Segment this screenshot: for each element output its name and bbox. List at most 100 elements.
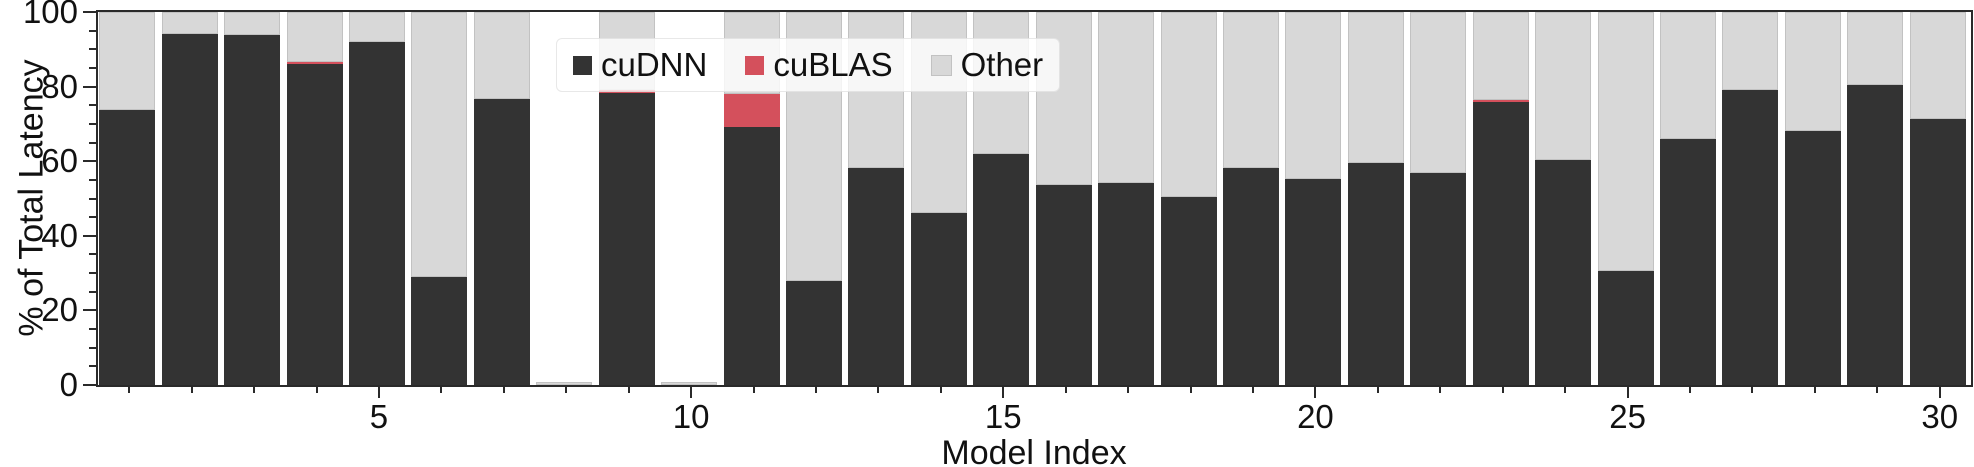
- legend-label: cuDNN: [601, 46, 708, 83]
- x-major-tick-15: [1002, 385, 1005, 398]
- y-major-tick-60: [83, 160, 96, 163]
- x-axis-title: Model Index: [941, 434, 1127, 467]
- y-tick-label-40: 40: [41, 216, 78, 254]
- y-tick-label-20: 20: [41, 291, 78, 329]
- y-minor-tick-5: [89, 365, 96, 368]
- bar-model-1: [99, 12, 156, 385]
- bar-segment-other: [1410, 12, 1467, 173]
- bar-segment-other: [1347, 12, 1404, 163]
- bar-segment-cudnn: [1160, 197, 1217, 385]
- x-minor-tick-21: [1376, 385, 1379, 393]
- bar-segment-cudnn: [973, 153, 1030, 385]
- x-minor-tick-16: [1064, 385, 1067, 393]
- bar-segment-cudnn: [1535, 160, 1592, 385]
- y-minor-tick-45: [89, 216, 96, 219]
- bar-segment-cudnn: [910, 213, 967, 385]
- bar-segment-other: [536, 382, 593, 385]
- bar-segment-cudnn: [1722, 90, 1779, 385]
- x-major-tick-5: [377, 385, 380, 398]
- bar-segment-other: [1847, 12, 1904, 85]
- bar-segment-cudnn: [1410, 172, 1467, 385]
- x-minor-tick-12: [814, 385, 817, 393]
- bar-segment-cudnn: [1035, 184, 1092, 385]
- y-minor-tick-25: [89, 290, 96, 293]
- bar-segment-other: [286, 12, 343, 62]
- y-tick-label-100: 100: [22, 0, 78, 30]
- bar-segment-cudnn: [598, 93, 655, 385]
- legend-label: cuBLAS: [773, 46, 893, 83]
- x-tick-label-30: 30: [1921, 398, 1959, 435]
- bar-segment-cudnn: [1909, 118, 1966, 385]
- bar-model-10: [661, 12, 718, 385]
- bar-segment-cudnn: [848, 167, 905, 385]
- bar-model-4: [286, 12, 343, 385]
- bar-model-24: [1535, 12, 1592, 385]
- x-tick-label-10: 10: [672, 398, 710, 435]
- y-major-tick-100: [83, 11, 96, 13]
- y-minor-tick-35: [89, 253, 96, 256]
- x-minor-tick-19: [1252, 385, 1255, 393]
- y-minor-tick-10: [89, 346, 96, 349]
- legend-entry-other: Other: [930, 47, 1043, 83]
- x-minor-tick-26: [1689, 385, 1692, 393]
- bar-segment-other: [1535, 12, 1592, 161]
- bar-segment-other: [348, 12, 405, 42]
- bar-segment-cublas: [723, 94, 780, 127]
- y-tick-label-0: 0: [59, 366, 78, 403]
- plot-area: [96, 10, 1973, 387]
- x-minor-tick-17: [1127, 385, 1130, 393]
- bar-segment-other: [1722, 12, 1779, 91]
- bar-segment-other: [1223, 12, 1280, 168]
- bar-segment-cublas: [286, 61, 343, 65]
- x-minor-tick-8: [565, 385, 568, 393]
- bar-model-25: [1597, 12, 1654, 385]
- x-minor-tick-28: [1813, 385, 1816, 393]
- x-minor-tick-13: [877, 385, 880, 393]
- y-major-tick-0: [83, 384, 96, 386]
- bar-segment-other: [1909, 12, 1966, 119]
- bar-segment-cudnn: [99, 110, 156, 385]
- legend-swatch-cublas-icon: [745, 55, 765, 75]
- x-minor-tick-1: [128, 385, 131, 393]
- x-minor-tick-24: [1564, 385, 1567, 393]
- x-major-tick-10: [690, 385, 693, 398]
- bar-model-19: [1223, 12, 1280, 385]
- x-minor-tick-11: [752, 385, 755, 393]
- bar-model-26: [1660, 12, 1717, 385]
- x-major-tick-25: [1626, 385, 1629, 398]
- legend-entry-cudnn: cuDNN: [573, 47, 707, 83]
- x-tick-label-25: 25: [1609, 398, 1646, 435]
- bar-model-7: [473, 12, 530, 385]
- x-minor-tick-4: [315, 385, 318, 393]
- x-tick-label-20: 20: [1297, 398, 1334, 435]
- x-minor-tick-7: [502, 385, 505, 393]
- y-minor-tick-70: [89, 122, 96, 125]
- bar-model-27: [1722, 12, 1779, 385]
- bar-model-8: [536, 12, 593, 385]
- x-minor-tick-27: [1751, 385, 1754, 393]
- bar-segment-other: [1472, 12, 1529, 100]
- x-major-tick-30: [1938, 385, 1941, 398]
- bar-segment-other: [1098, 12, 1155, 184]
- y-minor-tick-65: [89, 141, 96, 144]
- bar-model-3: [224, 12, 281, 385]
- bar-segment-other: [411, 12, 468, 278]
- bar-segment-other: [1285, 12, 1342, 179]
- y-minor-tick-55: [89, 178, 96, 181]
- bar-model-22: [1410, 12, 1467, 385]
- x-minor-tick-23: [1501, 385, 1504, 393]
- bar-segment-other: [473, 12, 530, 100]
- y-minor-tick-90: [89, 48, 96, 51]
- bar-segment-cudnn: [723, 126, 780, 385]
- bar-segment-cudnn: [785, 280, 842, 385]
- bar-segment-cudnn: [1847, 84, 1904, 385]
- x-minor-tick-6: [440, 385, 443, 393]
- bar-segment-other: [1784, 12, 1841, 131]
- x-minor-tick-22: [1439, 385, 1442, 393]
- bar-segment-other: [661, 382, 718, 385]
- y-minor-tick-50: [89, 197, 96, 200]
- x-minor-tick-29: [1876, 385, 1879, 393]
- y-minor-tick-30: [89, 272, 96, 275]
- bar-segment-cudnn: [1660, 139, 1717, 385]
